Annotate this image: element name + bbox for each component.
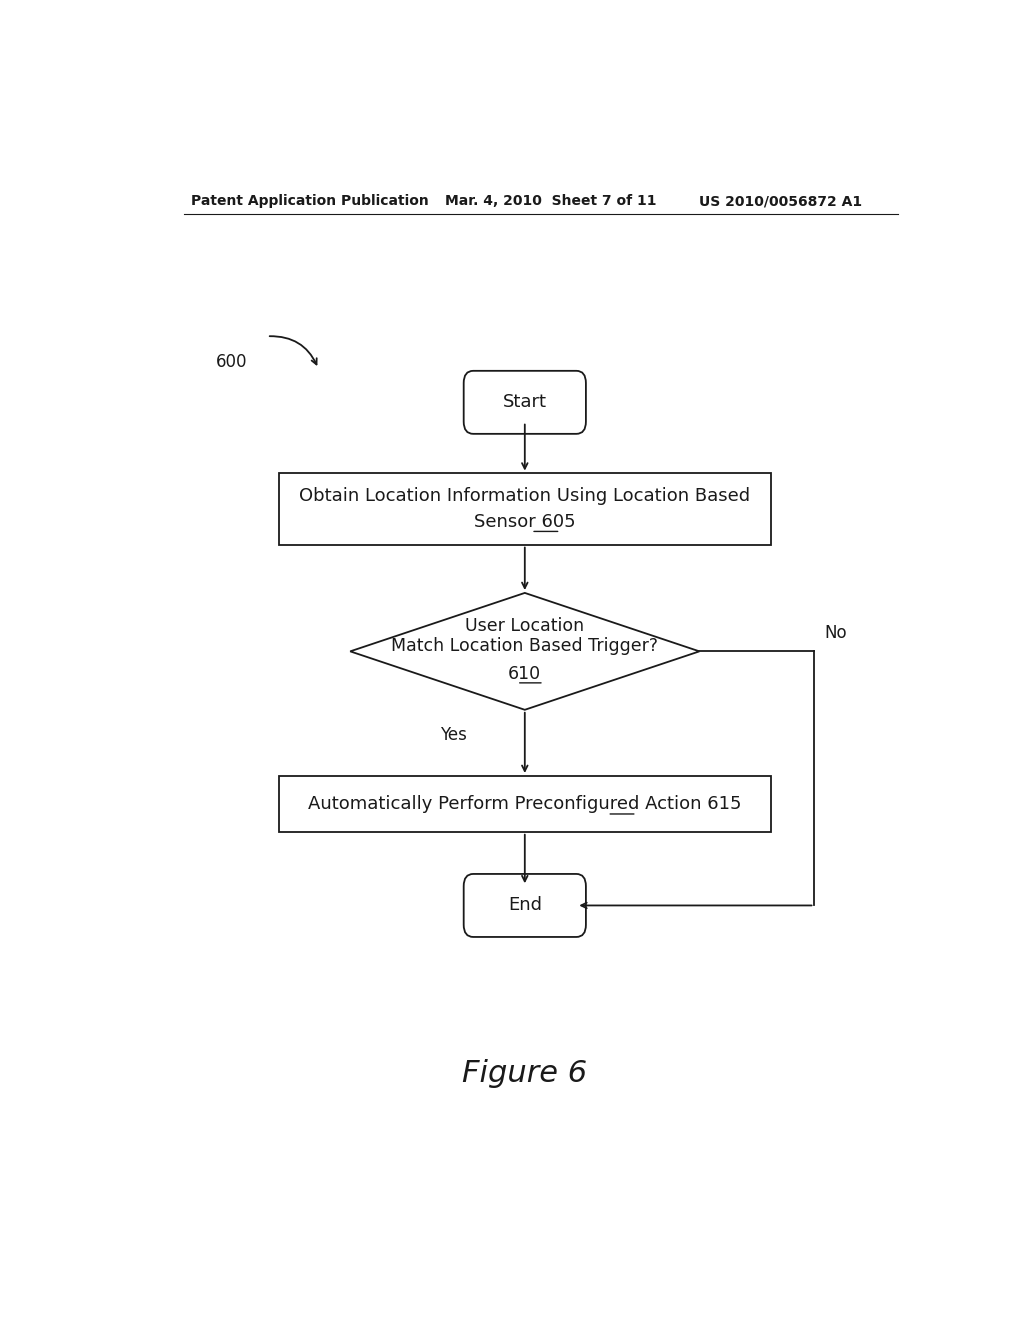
- Text: Match Location Based Trigger?: Match Location Based Trigger?: [391, 638, 658, 655]
- Text: Automatically Perform Preconfigured Action 615: Automatically Perform Preconfigured Acti…: [308, 795, 741, 813]
- Text: User Location: User Location: [465, 616, 585, 635]
- Text: Mar. 4, 2010  Sheet 7 of 11: Mar. 4, 2010 Sheet 7 of 11: [445, 194, 657, 209]
- Text: 600: 600: [215, 352, 247, 371]
- Text: Sensor 605: Sensor 605: [474, 513, 575, 531]
- Polygon shape: [350, 593, 699, 710]
- Text: Figure 6: Figure 6: [462, 1059, 588, 1088]
- Text: Yes: Yes: [440, 726, 467, 744]
- Bar: [279, 474, 771, 545]
- Text: No: No: [824, 624, 848, 642]
- Text: Start: Start: [503, 393, 547, 412]
- Text: 610: 610: [508, 665, 542, 682]
- FancyBboxPatch shape: [464, 371, 586, 434]
- Bar: [279, 776, 771, 832]
- Text: Obtain Location Information Using Location Based: Obtain Location Information Using Locati…: [299, 487, 751, 504]
- Text: US 2010/0056872 A1: US 2010/0056872 A1: [699, 194, 862, 209]
- FancyBboxPatch shape: [464, 874, 586, 937]
- Text: End: End: [508, 896, 542, 915]
- Text: Patent Application Publication: Patent Application Publication: [191, 194, 429, 209]
